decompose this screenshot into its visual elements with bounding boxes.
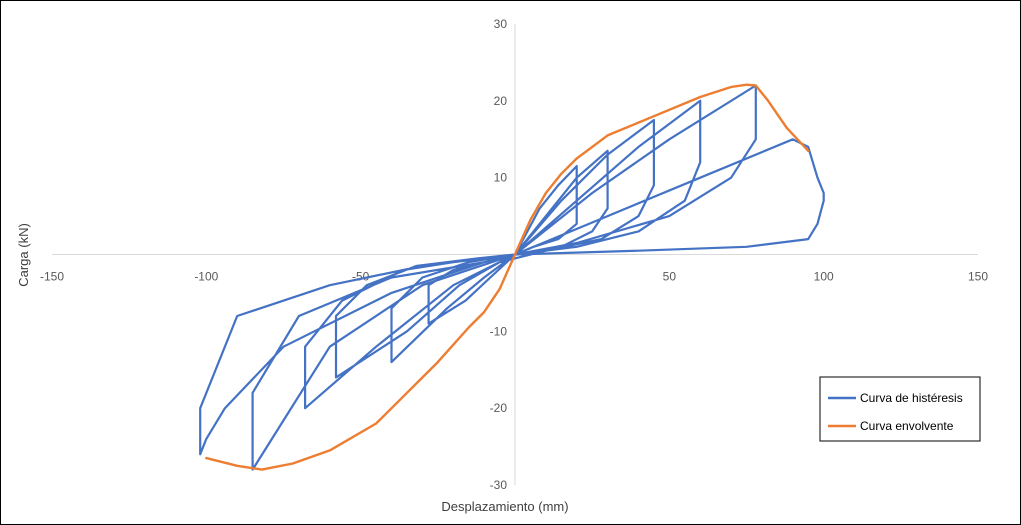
- plot-area: [199, 83, 825, 471]
- y-tick-label: 30: [494, 17, 508, 31]
- y-tick-label: -10: [490, 324, 508, 338]
- x-axis-title: Desplazamiento (mm): [441, 499, 568, 514]
- legend: Curva de histéresis Curva envolvente: [819, 376, 981, 442]
- x-tick-label: 100: [814, 270, 834, 284]
- y-tick-label: -20: [490, 401, 508, 415]
- x-tick-label: 150: [968, 270, 988, 284]
- x-tick-label: -150: [40, 270, 64, 284]
- legend-label-envelope: Curva envolvente: [860, 419, 954, 433]
- y-tick-label: 10: [494, 171, 508, 185]
- legend-label-hysteresis: Curva de histéresis: [860, 391, 963, 405]
- series-line-envelope: [205, 83, 810, 471]
- y-axis-title: Carga (kN): [16, 223, 31, 287]
- series-line-hysteresis: [199, 84, 825, 471]
- y-tick-label: 20: [494, 94, 508, 108]
- x-tick-label: 50: [663, 270, 677, 284]
- legend-box: [819, 376, 981, 442]
- y-tick-label: -30: [490, 478, 508, 492]
- x-tick-label: -100: [194, 270, 218, 284]
